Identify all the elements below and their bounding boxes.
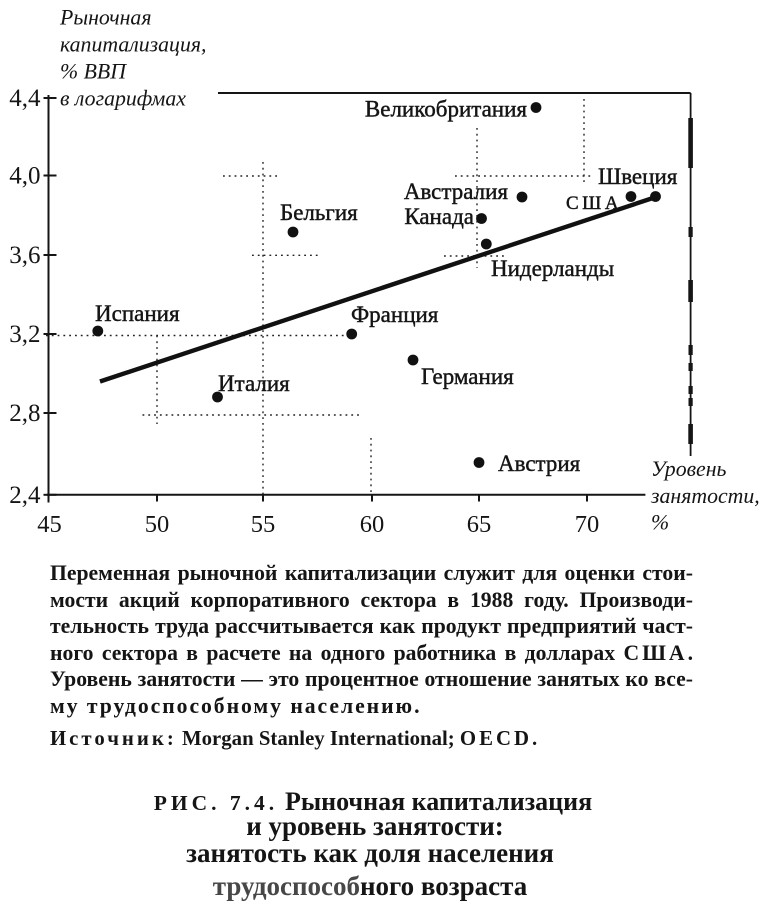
- svg-text:50: 50: [145, 511, 170, 538]
- svg-text:3,6: 3,6: [9, 242, 40, 269]
- svg-text:в логарифмах: в логарифмах: [60, 87, 186, 111]
- svg-text:2,4: 2,4: [9, 482, 41, 509]
- svg-text:занятости,: занятости,: [650, 484, 760, 508]
- svg-text:2,8: 2,8: [9, 400, 40, 427]
- svg-text:Австрия: Австрия: [498, 451, 581, 476]
- svg-text:4,4: 4,4: [9, 85, 41, 112]
- svg-text:70: 70: [575, 511, 600, 538]
- svg-text:45: 45: [37, 511, 62, 538]
- svg-text:%: %: [651, 511, 669, 535]
- svg-text:Уровень: Уровень: [651, 457, 727, 481]
- svg-text:3,2: 3,2: [9, 321, 40, 348]
- svg-text:65: 65: [467, 511, 492, 538]
- svg-text:55: 55: [251, 511, 276, 538]
- svg-text:60: 60: [360, 511, 385, 538]
- svg-text:капитализация,: капитализация,: [60, 33, 206, 57]
- svg-text:Рыночная: Рыночная: [59, 6, 151, 30]
- svg-text:% ВВП: % ВВП: [60, 60, 127, 84]
- svg-text:США: США: [566, 193, 622, 214]
- svg-text:Великобритания: Великобритания: [365, 97, 528, 122]
- svg-text:Швеция: Швеция: [598, 164, 678, 189]
- svg-text:Италия: Италия: [218, 371, 290, 396]
- svg-text:Бельгия: Бельгия: [280, 200, 358, 225]
- svg-text:Нидерланды: Нидерланды: [491, 256, 614, 281]
- svg-text:4,0: 4,0: [9, 163, 40, 190]
- svg-text:Канада: Канада: [404, 204, 474, 229]
- svg-text:Испания: Испания: [95, 301, 180, 326]
- svg-text:Франция: Франция: [351, 302, 439, 327]
- svg-text:Германия: Германия: [421, 364, 514, 389]
- svg-text:Австралия: Австралия: [404, 179, 509, 204]
